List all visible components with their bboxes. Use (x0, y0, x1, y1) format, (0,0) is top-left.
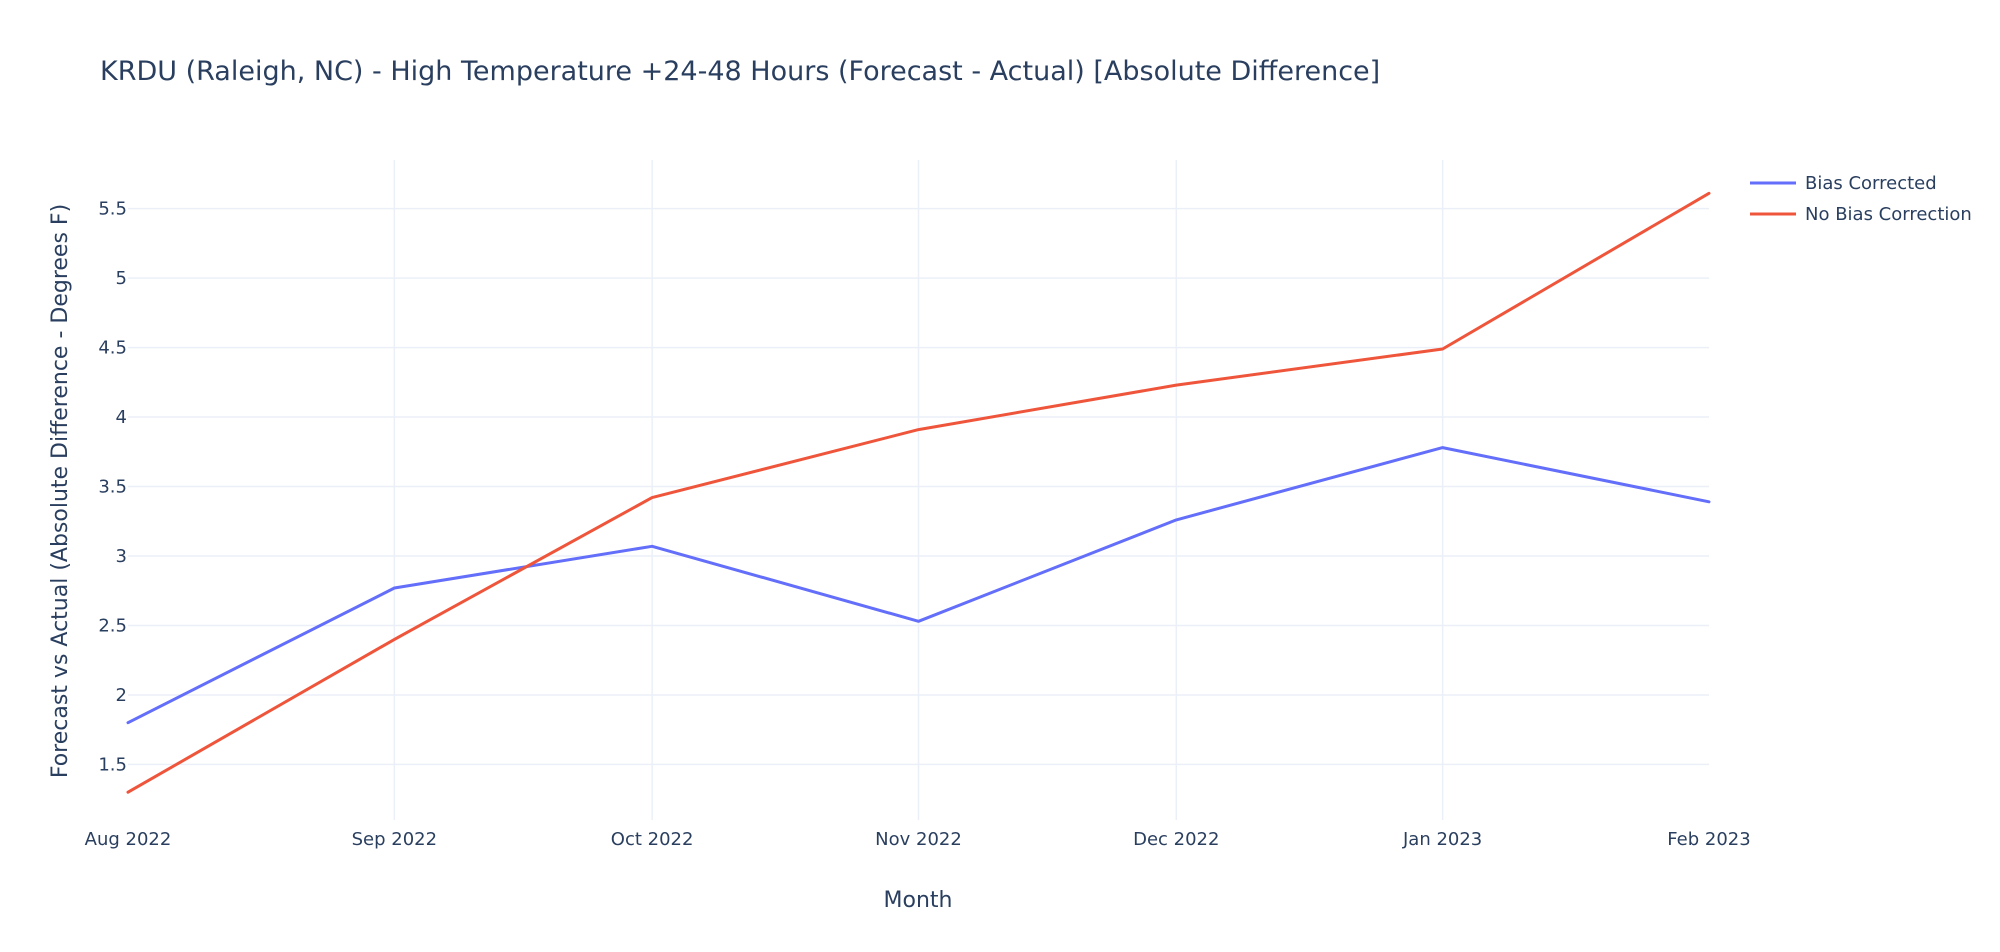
y-gridlines (128, 207, 1709, 766)
x-tick-label: Nov 2022 (875, 829, 962, 850)
x-tick-label: Aug 2022 (85, 829, 172, 850)
x-tick-label: Sep 2022 (352, 829, 437, 850)
y-tick-label: 3.5 (98, 477, 127, 498)
legend: Bias Corrected No Bias Correction (1750, 173, 1972, 225)
series-line-no-bias-correction (126, 191, 1711, 794)
y-tick-label: 4 (116, 407, 127, 428)
y-tick-label: 3 (116, 546, 127, 567)
series-line-bias-corrected (126, 446, 1711, 725)
y-tick-label: 2.5 (98, 615, 127, 636)
y-tick-label: 4.5 (98, 338, 127, 359)
x-axis-title: Month (884, 888, 953, 913)
legend-label-no-bias-correction: No Bias Correction (1805, 204, 1972, 225)
y-tick-label: 2 (116, 685, 127, 706)
y-tick-labels: 1.5 2 2.5 3 3.5 4 4.5 5 5.5 (98, 199, 127, 776)
x-tick-label: Dec 2022 (1133, 829, 1219, 850)
x-tick-labels: Aug 2022 Sep 2022 Oct 2022 Nov 2022 Dec 2022… (85, 829, 1751, 850)
y-tick-label: 5.5 (98, 199, 127, 220)
y-axis-title: Forecast vs Actual (Absolute Difference … (48, 204, 73, 778)
x-gridlines (393, 160, 1444, 820)
legend-label-bias-corrected: Bias Corrected (1805, 173, 1937, 194)
x-tick-label: Feb 2023 (1667, 829, 1750, 850)
y-tick-label: 5 (116, 268, 127, 289)
chart-title: KRDU (Raleigh, NC) - High Temperature +2… (100, 56, 1380, 87)
x-tick-label: Oct 2022 (611, 829, 694, 850)
y-tick-label: 1.5 (98, 754, 127, 775)
series-lines (126, 191, 1711, 794)
x-tick-label: Jan 2023 (1402, 829, 1482, 850)
